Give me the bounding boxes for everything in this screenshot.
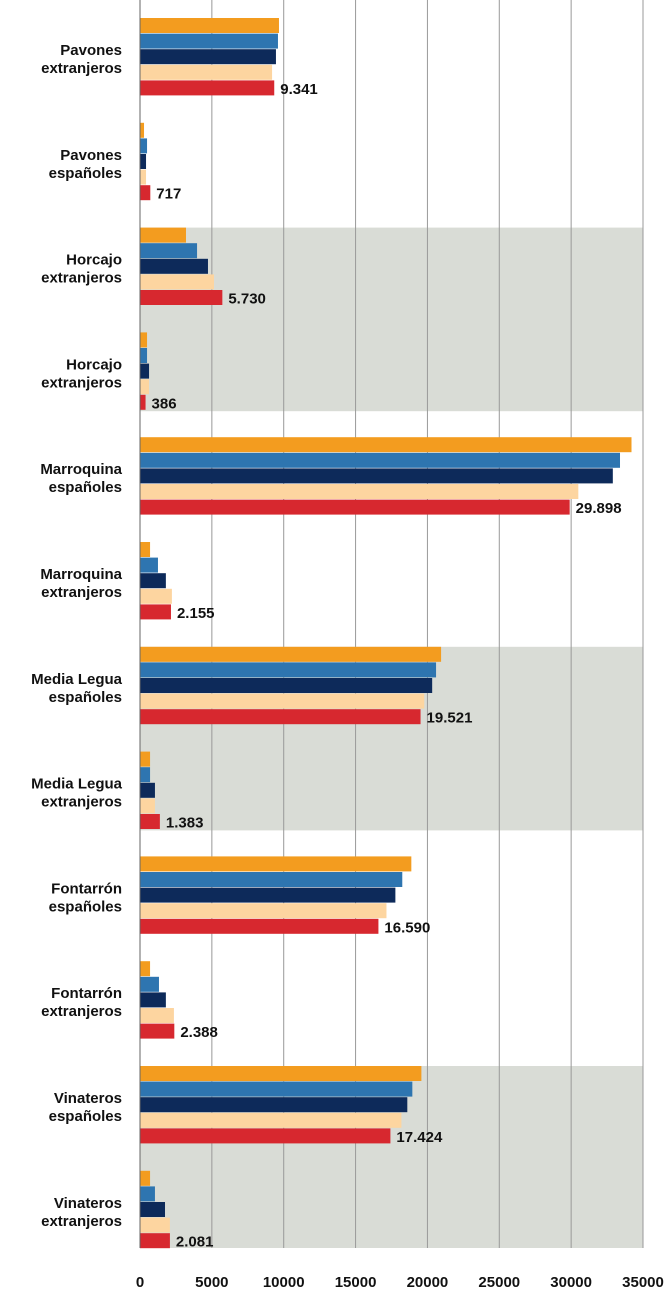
category-label: Horcajo extranjeros: [41, 252, 122, 287]
bar: [140, 227, 186, 243]
x-tick-label: 20000: [407, 1274, 449, 1291]
bar: [140, 1202, 166, 1217]
bar: [140, 1066, 422, 1081]
bar: [140, 243, 198, 259]
category-label: Horcajo extranjeros: [41, 356, 122, 391]
category-label: Vinateros extranjeros: [41, 1195, 122, 1230]
value-label: 2.155: [177, 605, 215, 622]
bar: [140, 918, 379, 934]
value-label: 17.424: [396, 1129, 443, 1146]
bar: [140, 1186, 155, 1202]
bar: [140, 992, 166, 1008]
bar: [140, 961, 151, 977]
value-label: 29.898: [576, 500, 622, 517]
bar: [140, 1112, 402, 1128]
value-label: 386: [152, 395, 177, 412]
bar: [140, 751, 151, 767]
bar: [140, 903, 387, 919]
bar: [140, 138, 148, 154]
bar: [140, 856, 412, 872]
bar: [140, 1217, 170, 1233]
category-label: Media Legua extranjeros: [31, 776, 123, 811]
bar: [140, 258, 208, 274]
bar: [140, 798, 155, 814]
bar: [140, 542, 151, 557]
bar: [140, 1023, 175, 1039]
bar: [140, 363, 150, 379]
bar: [140, 64, 273, 80]
bar: [140, 18, 279, 33]
bar: [140, 33, 278, 49]
bar: [140, 709, 421, 725]
bar: [140, 1008, 174, 1023]
x-tick-label: 35000: [622, 1274, 664, 1291]
bar: [140, 678, 433, 693]
band: [140, 227, 643, 412]
x-tick-label: 5000: [195, 1274, 228, 1291]
bar: [140, 452, 621, 468]
category-label: Media Legua españoles: [31, 671, 123, 706]
category-label: Pavones extranjeros: [41, 42, 122, 77]
category-label: Vinateros españoles: [49, 1090, 122, 1125]
value-label: 16.590: [384, 919, 430, 936]
bar: [140, 1233, 170, 1249]
bar: [140, 185, 151, 201]
bar: [140, 80, 275, 96]
bar: [140, 872, 403, 887]
bar: [140, 814, 160, 829]
value-label: 2.081: [176, 1234, 214, 1251]
bar: [140, 1097, 408, 1113]
value-label: 2.388: [180, 1024, 218, 1041]
x-tick-label: 10000: [263, 1274, 305, 1291]
value-label: 9.341: [280, 81, 318, 98]
x-tick-label: 0: [136, 1274, 144, 1291]
category-label: Fontarrón extranjeros: [41, 985, 122, 1020]
bar: [140, 332, 148, 348]
bar: [140, 588, 172, 604]
bar: [140, 887, 396, 903]
bar: [140, 662, 437, 678]
bar: [140, 394, 146, 410]
category-label: Fontarrón españoles: [49, 880, 122, 915]
bar: [140, 154, 147, 169]
category-label: Marroquina extranjeros: [40, 566, 122, 601]
bar: [140, 468, 613, 484]
value-label: 717: [156, 186, 181, 203]
x-tick-label: 15000: [335, 1274, 377, 1291]
bar: [140, 1170, 151, 1186]
bar: [140, 646, 442, 662]
bar: [140, 122, 145, 138]
bar: [140, 782, 155, 798]
value-label: 5.730: [228, 290, 266, 307]
bar: [140, 437, 632, 453]
bar: [140, 49, 276, 65]
value-label: 19.521: [427, 710, 473, 727]
bar: [140, 379, 150, 395]
bar: [140, 693, 425, 709]
x-tick-label: 30000: [550, 1274, 592, 1291]
bar: [140, 274, 215, 290]
bar: [140, 290, 223, 305]
bar: [140, 499, 570, 515]
bar: [140, 1081, 413, 1097]
x-tick-label: 25000: [478, 1274, 520, 1291]
value-label: 1.383: [166, 814, 204, 831]
bar: [140, 169, 147, 185]
bar: [140, 348, 148, 363]
category-label: Pavones españoles: [49, 147, 122, 182]
bar: [140, 484, 579, 499]
bar: [140, 573, 166, 589]
bar: [140, 1128, 391, 1144]
bar: [140, 976, 159, 992]
bar: [140, 604, 171, 620]
bar: [140, 767, 151, 783]
category-label: Marroquina españoles: [40, 461, 122, 496]
bar: [140, 557, 158, 573]
